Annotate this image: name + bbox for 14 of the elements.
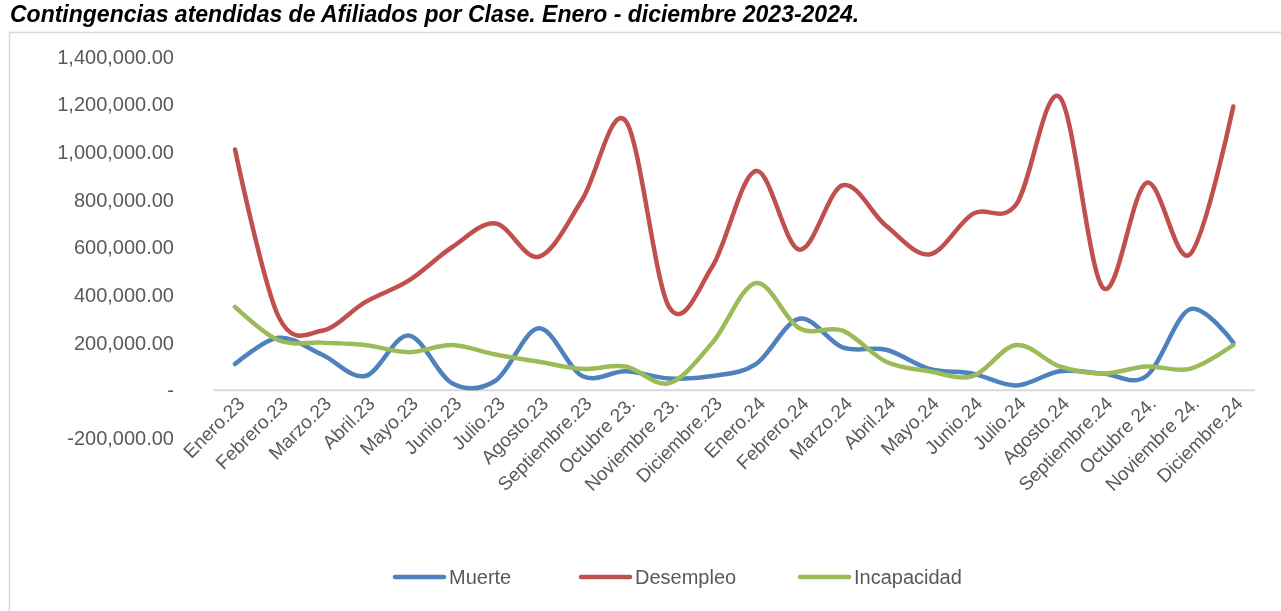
line-series bbox=[232, 280, 1236, 386]
y-tick-label: 800,000.00 bbox=[73, 188, 174, 211]
chart-title: Contingencias atendidas de Afiliados por Clase. Enero - diciembre 2023-2024. bbox=[10, 1, 860, 27]
legend-label: Incapacidad bbox=[854, 566, 962, 588]
legend-label: Desempleo bbox=[635, 566, 737, 588]
y-tick-label: 600,000.00 bbox=[73, 236, 174, 259]
y-tick-label: - bbox=[167, 379, 174, 402]
y-tick-label: 1,200,000.00 bbox=[57, 93, 174, 116]
y-tick-label: 1,400,000.00 bbox=[57, 45, 174, 68]
y-tick-label: 400,000.00 bbox=[73, 283, 174, 306]
y-tick-label: 200,000.00 bbox=[73, 331, 174, 354]
legend-label: Muerte bbox=[449, 566, 512, 588]
y-tick-label: -200,000.00 bbox=[67, 427, 174, 449]
y-tick-label: 1,000,000.00 bbox=[57, 140, 174, 163]
